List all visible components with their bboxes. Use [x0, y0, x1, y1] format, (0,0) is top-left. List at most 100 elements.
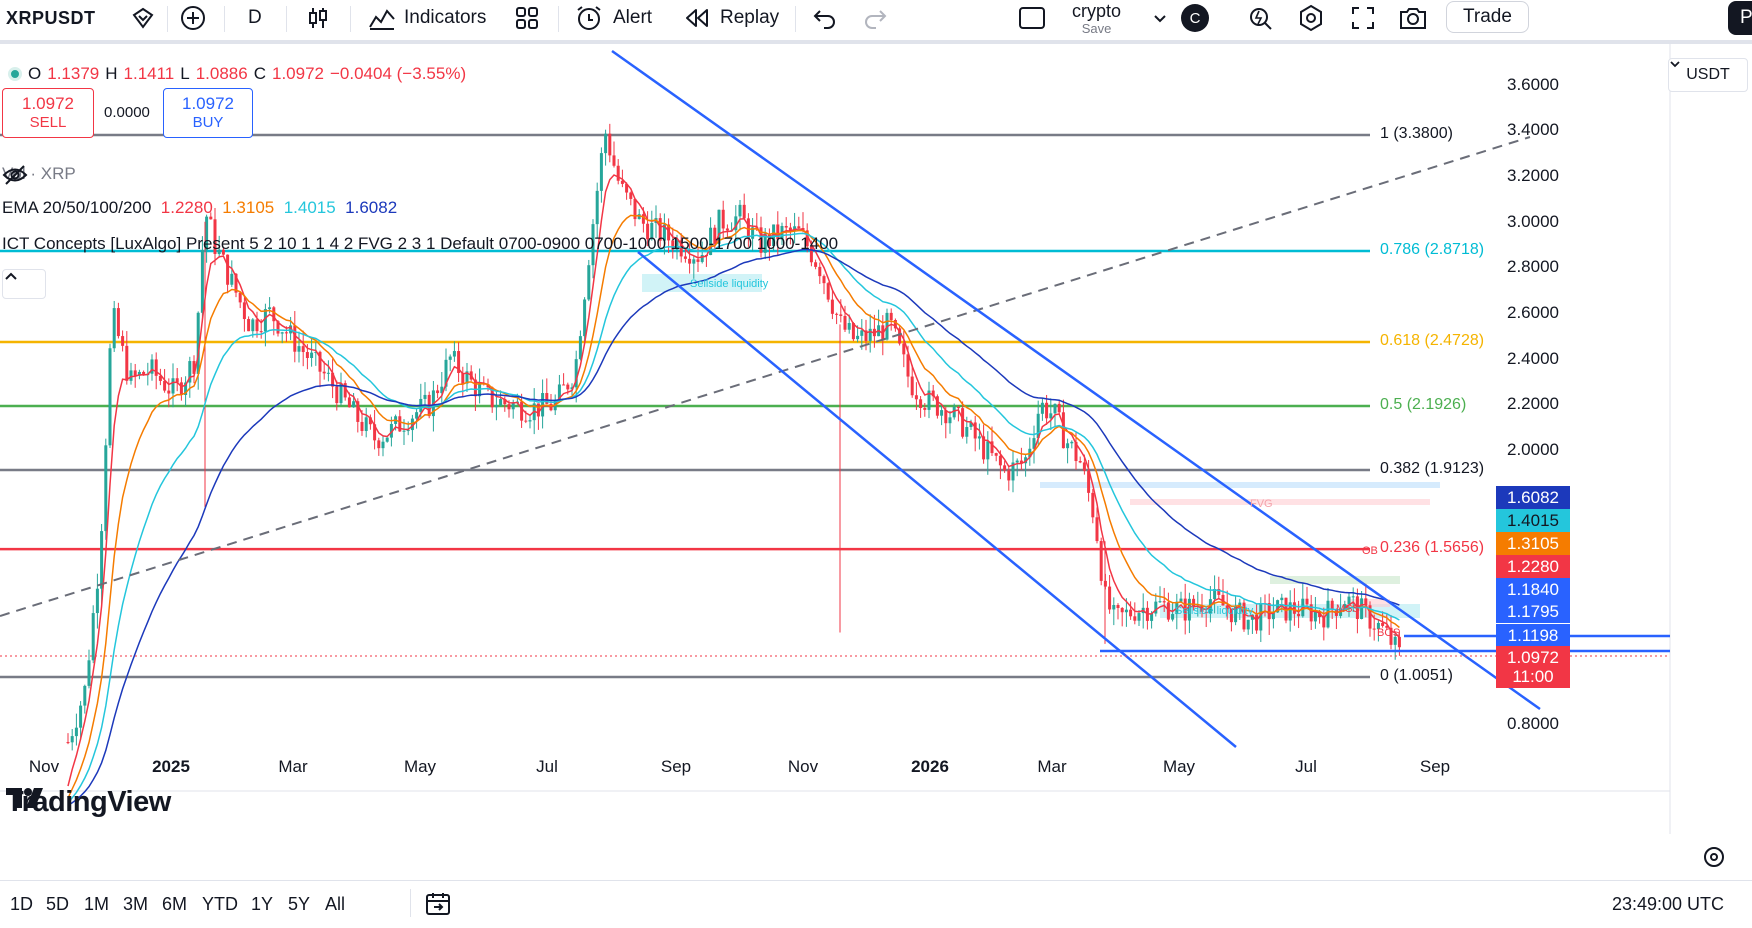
compare-add-icon[interactable]: [179, 0, 207, 36]
candle-body: [1024, 457, 1028, 464]
candle-body: [952, 407, 956, 418]
camera-icon[interactable]: [1398, 0, 1428, 36]
range-button-ytd[interactable]: YTD: [202, 894, 238, 914]
ict-zone: [642, 274, 762, 292]
range-button-3m[interactable]: 3M: [123, 894, 149, 914]
watchlist-icon[interactable]: [130, 0, 156, 36]
candle-body: [662, 224, 666, 241]
interval-button[interactable]: D: [248, 7, 262, 28]
ema100-line[interactable]: [67, 232, 1400, 804]
range-button-5d[interactable]: 5D: [46, 894, 70, 914]
candle-body: [822, 276, 826, 284]
collapse-legend-button[interactable]: [2, 269, 46, 299]
candle-body: [1112, 604, 1116, 610]
range-button-all[interactable]: All: [325, 894, 346, 914]
fullscreen-icon[interactable]: [1350, 0, 1376, 36]
avatar[interactable]: C: [1181, 0, 1209, 36]
candle-body: [352, 401, 356, 408]
avatar-letter: C: [1181, 4, 1209, 32]
candle-body: [272, 307, 276, 322]
alert-button[interactable]: Alert: [575, 0, 652, 36]
replay-button[interactable]: Replay: [684, 0, 779, 36]
time-axis-label: Nov: [28, 757, 60, 776]
candle-body: [1376, 622, 1380, 630]
templates-icon[interactable]: [514, 0, 540, 36]
candle-body: [650, 222, 654, 240]
channel-lower-line[interactable]: [637, 251, 1237, 748]
candle-body: [1162, 601, 1166, 603]
candles-chart-type-icon[interactable]: [305, 0, 331, 36]
timezone-clock[interactable]: 23:49:00 UTC: [1611, 894, 1724, 914]
ema200-line[interactable]: [67, 248, 1400, 807]
candle-body: [1213, 588, 1217, 600]
candle-body: [1305, 598, 1309, 605]
candle-body: [184, 382, 188, 395]
chart-pane[interactable]: Sellside liquidity Sellside liquidity FVG O…: [0, 44, 1752, 834]
indicators-button[interactable]: Indicators: [368, 0, 486, 36]
candle-body: [1171, 614, 1175, 620]
candle-body: [906, 354, 910, 377]
date-range-calendar-icon[interactable]: [424, 891, 452, 922]
candle-body: [1007, 470, 1011, 481]
ema50-line[interactable]: [67, 214, 1400, 799]
quick-search-icon[interactable]: [1246, 0, 1274, 36]
time-axis-label: Sep: [660, 757, 692, 776]
ict-indicator-legend[interactable]: ICT Concepts [LuxAlgo] Present 5 2 10 1 …: [2, 234, 839, 253]
candle-body: [1003, 465, 1007, 471]
time-axis-label: May: [1162, 757, 1196, 776]
candle-body: [1116, 604, 1120, 609]
candle-body: [314, 351, 318, 353]
chart-settings-icon[interactable]: [1702, 845, 1726, 874]
time-axis-label: Jul: [536, 757, 558, 776]
volume-legend[interactable]: Vol · XRP: [2, 164, 76, 186]
candle-body: [713, 227, 717, 244]
range-button-1d[interactable]: 1D: [10, 894, 34, 914]
candle-body: [276, 321, 280, 334]
symbol-search-button[interactable]: XRPUSDT: [6, 7, 96, 28]
chevron-down-icon: [1670, 61, 1680, 68]
tradingview-logo[interactable]: TradingView: [6, 786, 171, 819]
candle-body: [297, 346, 301, 352]
undo-icon[interactable]: [812, 0, 838, 36]
ema20-line[interactable]: [67, 174, 1400, 787]
sell-button[interactable]: 1.0972 SELL: [2, 88, 94, 138]
range-button-1m[interactable]: 1M: [84, 894, 110, 914]
candle-body: [830, 299, 834, 314]
high-value: 1.1411: [123, 64, 175, 83]
ema20-value: 1.2280: [160, 198, 213, 217]
ema200-value: 1.6082: [345, 198, 398, 217]
range-button-1y[interactable]: 1Y: [251, 894, 274, 914]
dashed-trend-line[interactable]: [0, 136, 1531, 617]
chevron-down-icon[interactable]: [1152, 0, 1168, 36]
candle-body: [671, 240, 675, 250]
trade-button[interactable]: Trade: [1446, 1, 1529, 33]
open-value: 1.1379: [47, 64, 100, 83]
fib-level-label: 0 (1.0051): [1380, 667, 1453, 684]
layout-name-button[interactable]: crypto Save: [1072, 0, 1121, 36]
candle-body: [1372, 628, 1376, 630]
eye-hidden-icon[interactable]: [2, 164, 28, 186]
ema-legend[interactable]: EMA 20/50/100/200 1.2280 1.3105 1.4015 1…: [2, 198, 397, 218]
range-button-5y[interactable]: 5Y: [288, 894, 311, 914]
buy-button[interactable]: 1.0972 BUY: [163, 88, 253, 138]
redo-icon[interactable]: [862, 0, 888, 36]
candle-body: [520, 401, 524, 421]
candle-body: [1381, 622, 1385, 626]
candle-body: [629, 192, 633, 199]
range-button-6m[interactable]: 6M: [162, 894, 188, 914]
channel-upper-line[interactable]: [611, 49, 1541, 711]
candle-body: [616, 165, 620, 181]
candle-body: [1292, 602, 1296, 614]
candle-body: [599, 153, 603, 191]
publish-button[interactable]: Pu: [1728, 1, 1752, 35]
candle-body: [112, 308, 116, 349]
candle-body: [503, 399, 507, 405]
candle-body: [923, 407, 927, 410]
candle-body: [595, 190, 599, 225]
currency-select[interactable]: USDT: [1668, 58, 1748, 92]
spread-value: 0.0000: [104, 104, 150, 121]
layout-select-icon[interactable]: [1018, 0, 1046, 36]
candle-body: [1032, 438, 1036, 449]
settings-gear-icon[interactable]: [1297, 0, 1325, 36]
price-chart[interactable]: Sellside liquidity Sellside liquidity FVG O…: [0, 44, 1752, 834]
